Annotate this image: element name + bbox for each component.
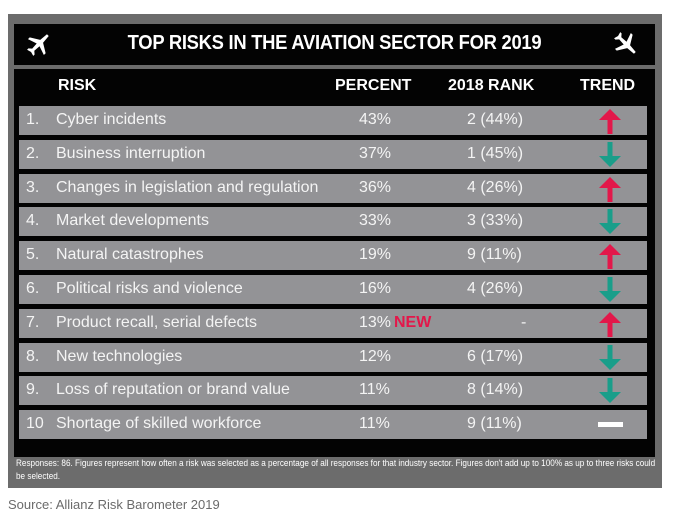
- rank-number: 5.: [26, 246, 40, 264]
- risk-list: 1. Cyber incidents 43% 2 (44%) 2. Business in…: [19, 106, 647, 444]
- risk-name: Natural catastrophes: [56, 246, 204, 264]
- risk-name: Shortage of skilled workforce: [56, 415, 262, 433]
- rank-number: 3.: [26, 178, 40, 196]
- rank-2018-value: 1 (45%): [467, 144, 524, 162]
- risk-name: Changes in legislation and regulation: [56, 178, 319, 196]
- rank-2018-value: 9 (11%): [467, 415, 522, 433]
- title-bar: TOP RISKS IN THE AVIATION SECTOR FOR 201…: [14, 24, 655, 65]
- percent-value: 33%: [359, 212, 392, 230]
- percent-value: 12%: [359, 347, 392, 365]
- rank-2018-value: 4 (26%): [467, 178, 524, 196]
- risk-name: Political risks and violence: [56, 279, 243, 297]
- table-header: RISK PERCENT 2018 RANK TREND: [14, 69, 655, 105]
- trend-down-arrow-icon: [599, 276, 621, 302]
- table-row: 8. New technologies 12% 6 (17%): [19, 342, 647, 372]
- percent-value: 36%: [359, 178, 392, 196]
- percent-value: 16%: [359, 279, 392, 297]
- table-row: 5. Natural catastrophes 19% 9 (11%): [19, 241, 647, 271]
- risk-name: Loss of reputation or brand value: [56, 381, 290, 399]
- table-row: 7. Product recall, serial defects 13% NEW -: [19, 308, 647, 338]
- rank-number: 9.: [26, 381, 40, 399]
- percent-value: 11%: [359, 415, 390, 433]
- percent-value: 19%: [359, 246, 392, 264]
- source-line: Source: Allianz Risk Barometer 2019: [8, 497, 220, 512]
- trend-up-arrow-icon: [599, 244, 621, 270]
- rank-number: 2.: [26, 144, 40, 162]
- table-row: 3. Changes in legislation and regulation 3…: [19, 173, 647, 203]
- column-header-percent: PERCENT: [335, 77, 412, 94]
- column-header-trend: TREND: [580, 77, 636, 94]
- risk-name: New technologies: [56, 347, 183, 365]
- rank-number: 6.: [26, 279, 40, 297]
- percent-value: 37%: [359, 144, 392, 162]
- rank-2018-value: 6 (17%): [467, 347, 524, 365]
- rank-2018-value: 3 (33%): [467, 212, 524, 230]
- rank-number: 7.: [26, 313, 40, 331]
- table-row: 10 Shortage of skilled workforce 11% 9 (11%…: [19, 410, 647, 440]
- footnote: Responses: 86. Figures represent how oft…: [16, 458, 656, 482]
- title-divider: [14, 65, 655, 69]
- rank-2018-value: 9 (11%): [467, 246, 522, 264]
- risk-name: Cyber incidents: [56, 111, 167, 128]
- rank-number: 1.: [26, 111, 40, 128]
- rank-number: 4.: [26, 212, 40, 230]
- airplane-icon: [27, 34, 49, 56]
- page-title: TOP RISKS IN THE AVIATION SECTOR FOR 201…: [127, 32, 542, 54]
- trend-down-arrow-icon: [599, 141, 621, 167]
- trend-down-arrow-icon: [599, 378, 621, 404]
- trend-up-arrow-icon: [599, 109, 621, 134]
- trend-up-arrow-icon: [599, 176, 621, 202]
- rank-2018-value: 4 (26%): [467, 279, 524, 297]
- rank-number: 10: [26, 415, 44, 433]
- percent-value: 43%: [359, 111, 392, 128]
- rank-2018-value: 8 (14%): [467, 381, 524, 399]
- airplane-icon: [614, 32, 636, 54]
- percent-value: 11%: [359, 381, 390, 399]
- table-row: 6. Political risks and violence 16% 4 (26%): [19, 274, 647, 304]
- rank-2018-value: -: [521, 313, 527, 331]
- new-badge: NEW: [394, 313, 432, 331]
- trend-down-arrow-icon: [599, 209, 621, 235]
- trend-flat-icon: [598, 422, 623, 428]
- rank-number: 8.: [26, 347, 40, 365]
- trend-down-arrow-icon: [599, 344, 621, 370]
- risk-name: Product recall, serial defects: [56, 313, 257, 331]
- risk-name: Business interruption: [56, 144, 206, 162]
- table-row: 1. Cyber incidents 43% 2 (44%): [19, 106, 647, 135]
- risk-name: Market developments: [56, 212, 209, 230]
- table-row: 9. Loss of reputation or brand value 11% 8 …: [19, 376, 647, 406]
- column-header-2018-rank: 2018 RANK: [448, 77, 535, 94]
- table-row: 4. Market developments 33% 3 (33%): [19, 207, 647, 237]
- column-header-risk: RISK: [58, 77, 97, 94]
- trend-up-arrow-icon: [599, 311, 621, 337]
- rank-2018-value: 2 (44%): [467, 111, 524, 128]
- table-row: 2. Business interruption 37% 1 (45%): [19, 139, 647, 169]
- percent-value: 13%: [359, 313, 392, 331]
